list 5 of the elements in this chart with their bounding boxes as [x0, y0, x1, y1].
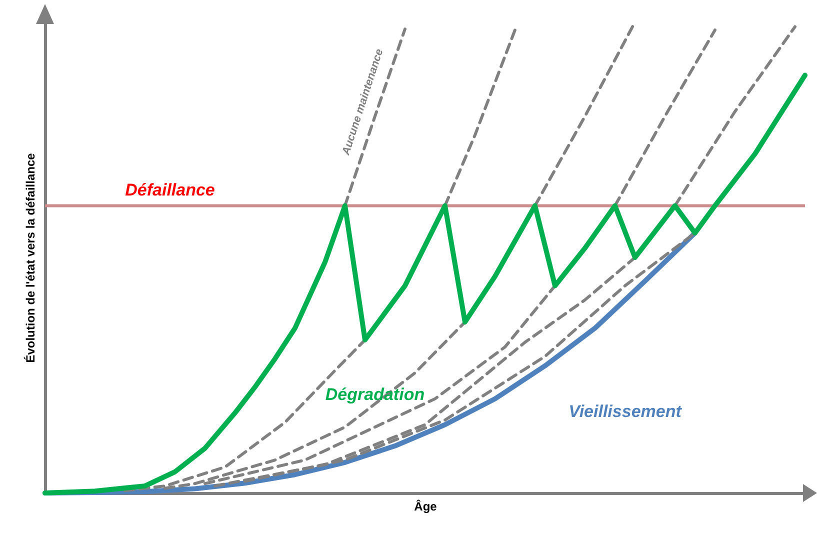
x-axis-title: Âge: [414, 500, 438, 514]
ref-line-label: Défaillance: [125, 180, 215, 200]
y-axis-title: Évolution de l'état vers la défaillance: [24, 152, 38, 363]
text: Vieillissement: [568, 402, 683, 421]
text: Dégradation: [325, 385, 425, 404]
